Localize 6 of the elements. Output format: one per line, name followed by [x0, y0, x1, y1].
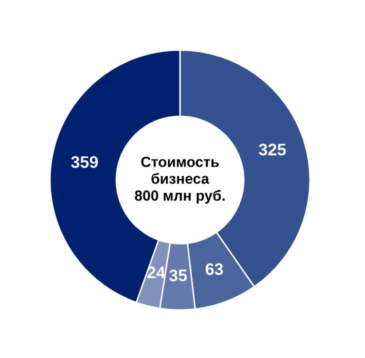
data-label: 63 — [206, 263, 224, 276]
data-label: 359 — [71, 156, 98, 168]
data-label: 325 — [258, 144, 286, 156]
text: Стоимость бизнеса 800 млн руб. — [134, 156, 225, 204]
data-label: 24 — [147, 266, 166, 278]
data-label: 35 — [169, 270, 187, 282]
